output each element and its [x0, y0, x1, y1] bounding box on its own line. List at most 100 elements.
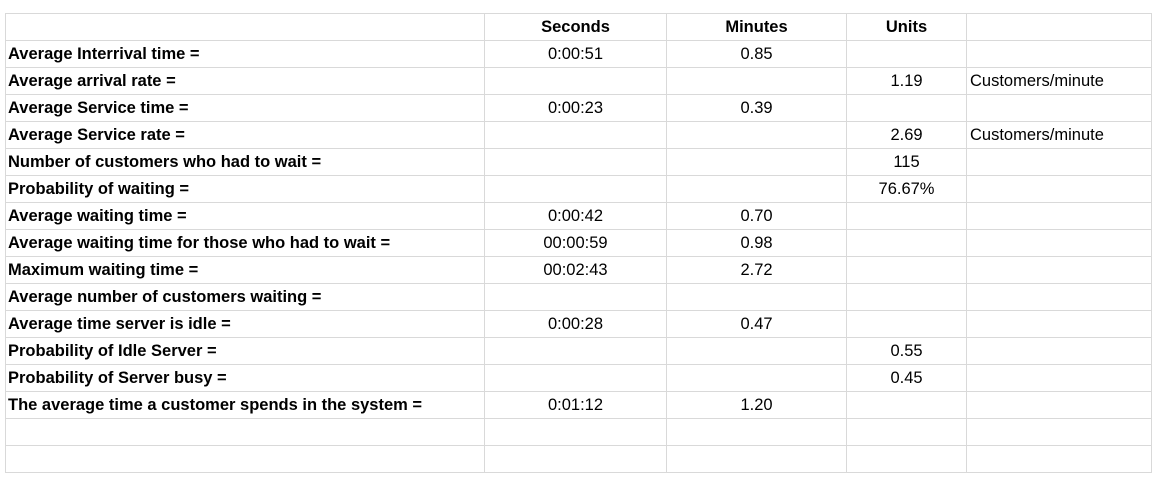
table-row: Average arrival rate = 1.19 Customers/mi… — [5, 67, 1152, 95]
minutes-cell[interactable] — [666, 418, 847, 446]
metric-label-cell[interactable]: Average number of customers waiting = — [5, 283, 485, 311]
seconds-cell[interactable] — [484, 148, 667, 176]
seconds-cell[interactable]: 00:00:59 — [484, 229, 667, 257]
seconds-cell[interactable] — [484, 364, 667, 392]
table-row: Average Service rate = 2.69 Customers/mi… — [5, 121, 1152, 149]
metric-label-cell[interactable]: Average time server is idle = — [5, 310, 485, 338]
seconds-cell[interactable] — [484, 445, 667, 473]
seconds-cell[interactable] — [484, 175, 667, 203]
units-cell[interactable]: 2.69 — [846, 121, 967, 149]
note-cell[interactable] — [966, 256, 1152, 284]
units-cell[interactable] — [846, 256, 967, 284]
note-cell[interactable] — [966, 94, 1152, 122]
seconds-cell[interactable]: 0:00:42 — [484, 202, 667, 230]
note-cell[interactable] — [966, 391, 1152, 419]
minutes-cell[interactable]: 0.39 — [666, 94, 847, 122]
seconds-cell[interactable] — [484, 418, 667, 446]
note-cell[interactable] — [966, 148, 1152, 176]
table-row: Average time server is idle = 0:00:28 0.… — [5, 310, 1152, 338]
minutes-cell[interactable] — [666, 337, 847, 365]
note-cell[interactable] — [966, 283, 1152, 311]
note-cell[interactable] — [966, 40, 1152, 68]
metric-label-cell[interactable]: Average waiting time for those who had t… — [5, 229, 485, 257]
table-row — [5, 445, 1152, 473]
metric-label-cell[interactable]: Average Service time = — [5, 94, 485, 122]
units-cell[interactable] — [846, 229, 967, 257]
metric-label-cell[interactable]: Number of customers who had to wait = — [5, 148, 485, 176]
units-cell[interactable]: 1.19 — [846, 67, 967, 95]
table-row: Probability of waiting = 76.67% — [5, 175, 1152, 203]
minutes-cell[interactable]: 0.98 — [666, 229, 847, 257]
header-note-cell[interactable] — [966, 13, 1152, 41]
note-cell[interactable] — [966, 310, 1152, 338]
seconds-cell[interactable] — [484, 283, 667, 311]
seconds-cell[interactable]: 0:00:28 — [484, 310, 667, 338]
header-seconds-cell[interactable]: Seconds — [484, 13, 667, 41]
metric-label-cell[interactable]: Average waiting time = — [5, 202, 485, 230]
units-cell[interactable] — [846, 445, 967, 473]
table-row: Maximum waiting time = 00:02:43 2.72 — [5, 256, 1152, 284]
minutes-cell[interactable]: 1.20 — [666, 391, 847, 419]
units-cell[interactable] — [846, 40, 967, 68]
seconds-cell[interactable] — [484, 337, 667, 365]
units-cell[interactable] — [846, 94, 967, 122]
header-units-cell[interactable]: Units — [846, 13, 967, 41]
header-minutes-cell[interactable]: Minutes — [666, 13, 847, 41]
metric-label-cell[interactable]: Average Interrival time = — [5, 40, 485, 68]
table-row: Average waiting time for those who had t… — [5, 229, 1152, 257]
minutes-cell[interactable] — [666, 67, 847, 95]
table-row: The average time a customer spends in th… — [5, 391, 1152, 419]
units-cell[interactable]: 0.55 — [846, 337, 967, 365]
units-cell[interactable]: 76.67% — [846, 175, 967, 203]
units-cell[interactable]: 0.45 — [846, 364, 967, 392]
metric-label-cell[interactable]: The average time a customer spends in th… — [5, 391, 485, 419]
minutes-cell[interactable] — [666, 364, 847, 392]
seconds-cell[interactable] — [484, 67, 667, 95]
units-cell[interactable]: 115 — [846, 148, 967, 176]
note-cell[interactable]: Customers/minute — [966, 121, 1152, 149]
units-cell[interactable] — [846, 283, 967, 311]
note-cell[interactable] — [966, 418, 1152, 446]
table-row: Average waiting time = 0:00:42 0.70 — [5, 202, 1152, 230]
minutes-cell[interactable]: 0.70 — [666, 202, 847, 230]
metric-label-cell[interactable]: Average arrival rate = — [5, 67, 485, 95]
seconds-cell[interactable]: 0:00:51 — [484, 40, 667, 68]
metric-label-cell[interactable]: Probability of waiting = — [5, 175, 485, 203]
note-cell[interactable]: Customers/minute — [966, 67, 1152, 95]
seconds-cell[interactable]: 0:01:12 — [484, 391, 667, 419]
seconds-cell[interactable]: 0:00:23 — [484, 94, 667, 122]
metric-label-cell[interactable]: Maximum waiting time = — [5, 256, 485, 284]
minutes-cell[interactable] — [666, 148, 847, 176]
minutes-cell[interactable] — [666, 445, 847, 473]
note-cell[interactable] — [966, 337, 1152, 365]
metric-label-cell[interactable] — [5, 445, 485, 473]
note-cell[interactable] — [966, 175, 1152, 203]
header-row: Seconds Minutes Units — [5, 13, 1152, 41]
minutes-cell[interactable]: 0.85 — [666, 40, 847, 68]
table-row: Average Interrival time = 0:00:51 0.85 — [5, 40, 1152, 68]
minutes-cell[interactable] — [666, 121, 847, 149]
note-cell[interactable] — [966, 445, 1152, 473]
table-row: Average number of customers waiting = — [5, 283, 1152, 311]
metric-label-cell[interactable]: Probability of Idle Server = — [5, 337, 485, 365]
minutes-cell[interactable] — [666, 283, 847, 311]
note-cell[interactable] — [966, 364, 1152, 392]
units-cell[interactable] — [846, 310, 967, 338]
minutes-cell[interactable] — [666, 175, 847, 203]
minutes-cell[interactable]: 2.72 — [666, 256, 847, 284]
metric-label-cell[interactable] — [5, 418, 485, 446]
table-row: Number of customers who had to wait = 11… — [5, 148, 1152, 176]
metric-label-cell[interactable]: Average Service rate = — [5, 121, 485, 149]
minutes-cell[interactable]: 0.47 — [666, 310, 847, 338]
seconds-cell[interactable] — [484, 121, 667, 149]
header-label-cell[interactable] — [5, 13, 485, 41]
units-cell[interactable] — [846, 391, 967, 419]
note-cell[interactable] — [966, 202, 1152, 230]
table-row — [5, 418, 1152, 446]
units-cell[interactable] — [846, 202, 967, 230]
note-cell[interactable] — [966, 229, 1152, 257]
metric-label-cell[interactable]: Probability of Server busy = — [5, 364, 485, 392]
units-cell[interactable] — [846, 418, 967, 446]
seconds-cell[interactable]: 00:02:43 — [484, 256, 667, 284]
results-spreadsheet: Seconds Minutes Units Average Interrival… — [5, 13, 1152, 473]
